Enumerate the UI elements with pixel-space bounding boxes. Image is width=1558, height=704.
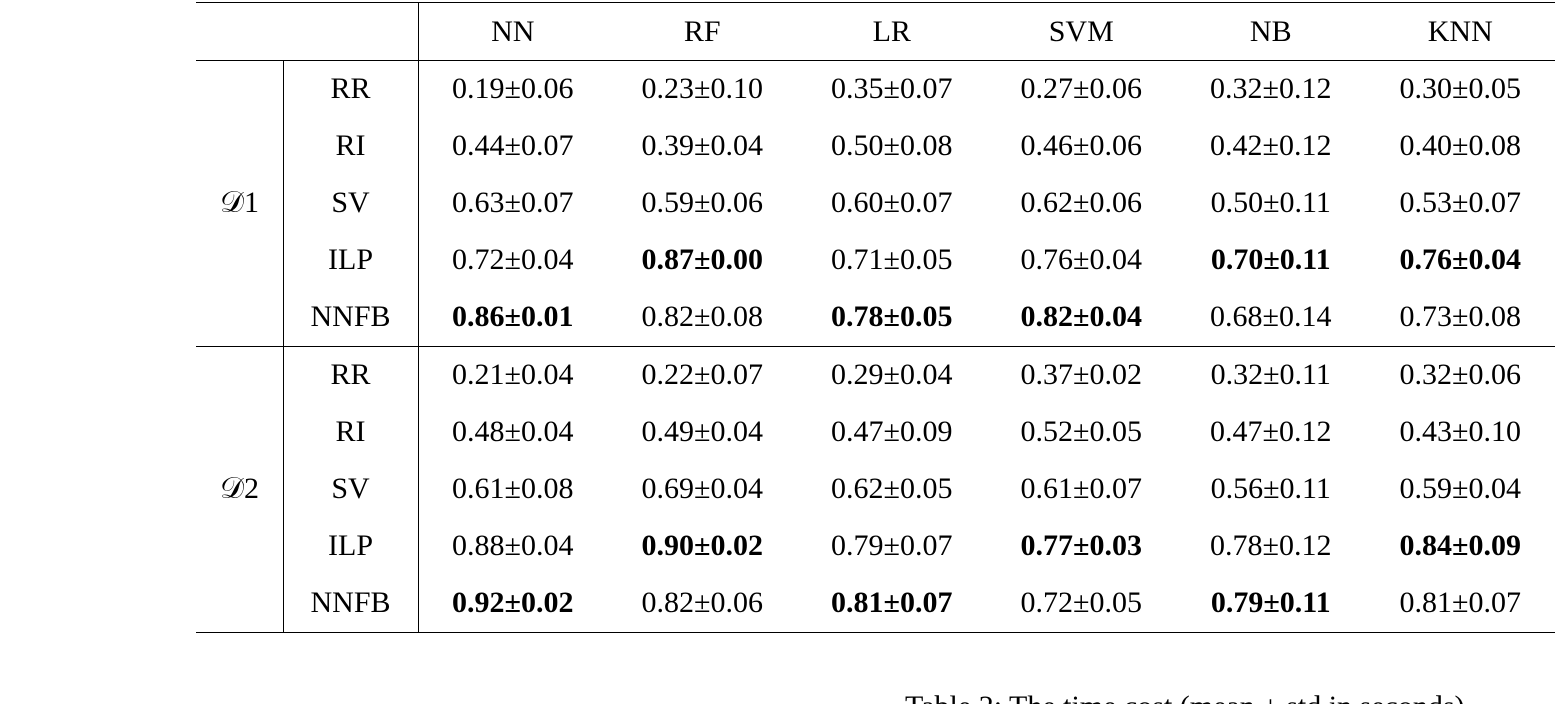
table-cell: 0.72±0.05 bbox=[1020, 586, 1142, 620]
method-label: ILP bbox=[328, 243, 373, 277]
table-cell: 0.77±0.03 bbox=[1020, 529, 1142, 563]
rule bbox=[196, 60, 1555, 61]
group-label: 𝒟1 bbox=[220, 186, 259, 219]
table-cell: 0.79±0.07 bbox=[831, 529, 953, 563]
table-cell: 0.78±0.05 bbox=[831, 300, 953, 334]
method-label: NNFB bbox=[310, 300, 391, 334]
rule bbox=[196, 346, 1555, 347]
method-label: RR bbox=[330, 71, 371, 105]
table-cell: 0.27±0.06 bbox=[1020, 71, 1142, 105]
table-cell: 0.21±0.04 bbox=[452, 357, 574, 391]
table-cell: 0.87±0.00 bbox=[641, 243, 763, 277]
table-cell: 0.32±0.11 bbox=[1210, 357, 1331, 391]
table-cell: 0.47±0.09 bbox=[831, 414, 953, 448]
table-cell: 0.60±0.07 bbox=[831, 186, 953, 219]
table-cell: 0.52±0.05 bbox=[1020, 414, 1142, 448]
table-cell: 0.76±0.04 bbox=[1399, 243, 1521, 277]
table-cell: 0.86±0.01 bbox=[452, 300, 574, 334]
column-header: SVM bbox=[1048, 15, 1114, 48]
table-cell: 0.84±0.09 bbox=[1399, 529, 1521, 563]
table-cell: 0.19±0.06 bbox=[452, 71, 574, 105]
table-cell: 0.82±0.08 bbox=[641, 300, 763, 334]
table-cell: 0.62±0.06 bbox=[1020, 186, 1142, 219]
table-cell: 0.22±0.07 bbox=[641, 357, 763, 391]
column-header: NB bbox=[1249, 15, 1292, 48]
table-cell: 0.50±0.08 bbox=[831, 128, 953, 162]
table-cell: 0.81±0.07 bbox=[1399, 586, 1521, 620]
table-cell: 0.42±0.12 bbox=[1210, 128, 1332, 162]
rule bbox=[196, 632, 1555, 633]
rule bbox=[196, 2, 1555, 3]
table-cell: 0.61±0.08 bbox=[452, 472, 574, 505]
table-cell: 0.70±0.11 bbox=[1210, 243, 1331, 277]
group-label: 𝒟2 bbox=[220, 472, 259, 505]
rule bbox=[283, 60, 284, 632]
table-cell: 0.73±0.08 bbox=[1399, 300, 1521, 334]
method-label: SV bbox=[331, 472, 370, 505]
table-cell: 0.46±0.06 bbox=[1020, 128, 1142, 162]
method-label: RI bbox=[335, 414, 366, 448]
table-cell: 0.79±0.11 bbox=[1210, 586, 1331, 620]
table-cell: 0.71±0.05 bbox=[831, 243, 953, 277]
table-cell: 0.82±0.06 bbox=[641, 586, 763, 620]
column-header: RF bbox=[683, 15, 721, 48]
table-cell: 0.43±0.10 bbox=[1399, 414, 1521, 448]
method-label: ILP bbox=[328, 529, 373, 563]
table-cell: 0.81±0.07 bbox=[831, 586, 953, 620]
table-cell: 0.37±0.02 bbox=[1020, 357, 1142, 391]
table-cell: 0.53±0.07 bbox=[1399, 186, 1521, 219]
table-cell: 0.68±0.14 bbox=[1210, 300, 1332, 334]
table-cell: 0.82±0.04 bbox=[1020, 300, 1142, 334]
table-caption: Table 2: The time cost (mean ± std in se… bbox=[905, 690, 1465, 704]
table-cell: 0.50±0.11 bbox=[1210, 186, 1331, 219]
table-cell: 0.40±0.08 bbox=[1399, 128, 1521, 162]
table-cell: 0.61±0.07 bbox=[1020, 472, 1142, 505]
table-cell: 0.78±0.12 bbox=[1210, 529, 1332, 563]
table-cell: 0.48±0.04 bbox=[452, 414, 574, 448]
table-cell: 0.69±0.04 bbox=[641, 472, 763, 505]
table-cell: 0.90±0.02 bbox=[641, 529, 763, 563]
table-cell: 0.63±0.07 bbox=[452, 186, 574, 219]
table-cell: 0.76±0.04 bbox=[1020, 243, 1142, 277]
table-cell: 0.56±0.11 bbox=[1210, 472, 1331, 505]
column-header: NN bbox=[491, 15, 535, 48]
column-header: KNN bbox=[1427, 15, 1493, 48]
table-cell: 0.29±0.04 bbox=[831, 357, 953, 391]
table-cell: 0.35±0.07 bbox=[831, 71, 953, 105]
table-cell: 0.47±0.12 bbox=[1210, 414, 1332, 448]
table-cell: 0.72±0.04 bbox=[452, 243, 574, 277]
table-cell: 0.59±0.04 bbox=[1399, 472, 1521, 505]
table-cell: 0.30±0.05 bbox=[1399, 71, 1521, 105]
method-label: SV bbox=[331, 186, 370, 219]
table-cell: 0.23±0.10 bbox=[641, 71, 763, 105]
table-cell: 0.32±0.06 bbox=[1399, 357, 1521, 391]
method-label: RR bbox=[330, 357, 371, 391]
table-cell: 0.32±0.12 bbox=[1210, 71, 1332, 105]
table-cell: 0.39±0.04 bbox=[641, 128, 763, 162]
rule bbox=[418, 2, 419, 632]
table-cell: 0.49±0.04 bbox=[641, 414, 763, 448]
column-header: LR bbox=[872, 15, 911, 48]
table-cell: 0.88±0.04 bbox=[452, 529, 574, 563]
table-cell: 0.59±0.06 bbox=[641, 186, 763, 219]
table-cell: 0.44±0.07 bbox=[452, 128, 574, 162]
table-cell: 0.62±0.05 bbox=[831, 472, 953, 505]
method-label: RI bbox=[335, 128, 366, 162]
method-label: NNFB bbox=[310, 586, 391, 620]
table-cell: 0.92±0.02 bbox=[452, 586, 574, 620]
